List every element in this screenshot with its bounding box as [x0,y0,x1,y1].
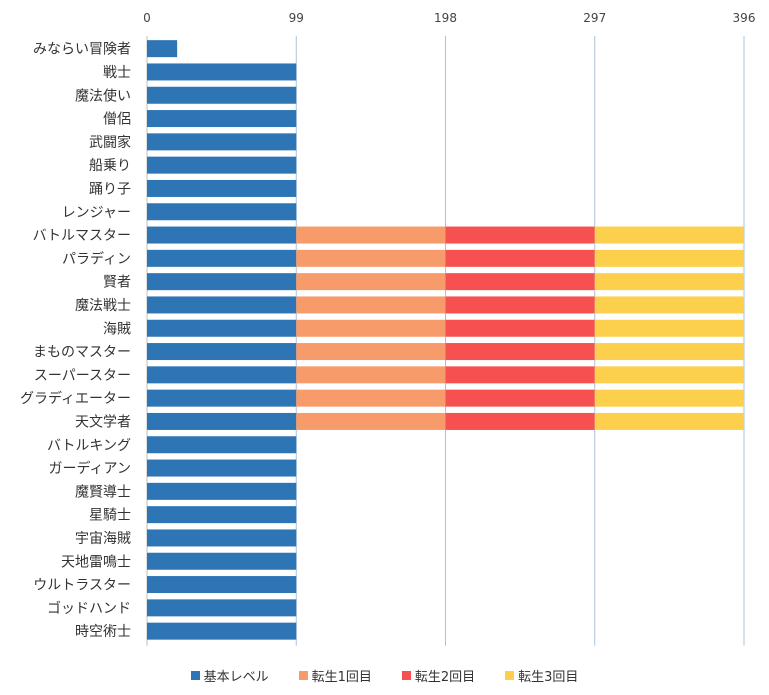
y-category-label: パラディン [62,250,131,267]
y-category-label: 賢者 [103,275,131,291]
y-category-label: 天文学者 [75,414,131,430]
y-category-label: 武闘家 [89,134,131,151]
bar-segment-series-1 [296,226,446,244]
bar-segment-series-2 [445,343,595,361]
bar-segment-series-0 [147,599,297,617]
bar-segment-series-0 [147,552,297,570]
bar-segment-series-0 [147,576,297,594]
bar-segment-series-2 [445,226,595,244]
bar-segment-series-0 [147,110,297,128]
bar-segment-series-1 [296,273,446,291]
legend-item-rebirth-2: 転生2回目 [401,666,476,685]
bar-segment-series-3 [594,366,744,384]
bar-segment-series-1 [296,412,446,430]
bar-segment-series-1 [296,319,446,337]
bar-segment-series-0 [147,249,297,267]
x-tick-label: 396 [733,11,756,25]
y-category-label: 踊り子 [89,181,131,197]
y-category-label: 魔法戦士 [75,298,131,314]
bar-segment-series-0 [147,156,297,174]
bar-segment-series-3 [594,343,744,361]
x-tick-label: 198 [434,11,457,25]
bar-segment-series-2 [445,273,595,291]
y-category-label: 天地雷鳴士 [61,554,131,570]
legend-label-rebirth-3: 転生3回目 [518,669,579,685]
y-category-label: レンジャー [62,205,131,221]
bar-segment-series-0 [147,40,178,58]
bar-segment-series-0 [147,296,297,314]
bar-segment-series-0 [147,366,297,384]
y-category-label: 星騎士 [89,508,131,524]
y-category-label: バトルマスター [33,228,131,244]
y-category-label: バトルキング [47,438,131,454]
y-category-label: まものマスター [33,345,131,361]
bar-segment-series-0 [147,389,297,407]
legend-label-base-level: 基本レベル [203,669,269,685]
legend-swatch-rebirth-2 [401,670,411,680]
y-category-label: 海賊 [103,321,131,337]
bar-segment-series-0 [147,506,297,524]
y-category-label: 魔法使い [75,87,131,104]
y-category-label: ガーディアン [49,460,131,477]
legend-swatch-rebirth-3 [505,670,515,680]
y-category-label: ウルトラスター [33,578,131,594]
y-category-label: みならい冒険者 [33,42,131,58]
x-tick-label: 297 [583,11,606,25]
legend-label-rebirth-2: 転生2回目 [414,669,476,685]
bar-segment-series-2 [445,319,595,337]
y-category-label: 僧侶 [103,112,131,128]
bar-segment-series-0 [147,273,297,291]
bar-segment-series-3 [594,412,744,430]
legend: 基本レベル 転生1回目 転生2回目 転生3回目 [0,664,769,686]
bar-segment-series-0 [147,343,297,361]
legend-label-rebirth-1: 転生1回目 [311,669,372,685]
bar-segment-series-3 [594,249,744,267]
legend-swatch-rebirth-1 [298,670,308,680]
y-category-label: 時空術士 [75,624,131,640]
bar-segment-series-1 [296,296,446,314]
bar-segment-series-1 [296,249,446,267]
bar-segment-series-0 [147,412,297,430]
bar-segment-series-0 [147,179,297,197]
y-category-label: 船乗り [89,158,131,174]
bar-segment-series-3 [594,319,744,337]
legend-swatch-base-level [190,670,200,680]
bar-segment-series-3 [594,226,744,244]
bar-segment-series-2 [445,296,595,314]
bar-segment-series-0 [147,459,297,477]
bar-segment-series-1 [296,366,446,384]
bar-segment-series-0 [147,529,297,547]
bar-segment-series-0 [147,482,297,500]
bar-segment-series-3 [594,389,744,407]
y-category-label: ゴッドハンド [47,600,131,617]
bar-segment-series-0 [147,622,297,640]
y-category-label: 宇宙海賊 [75,531,131,547]
legend-item-rebirth-1: 転生1回目 [298,666,372,685]
bar-segment-series-0 [147,203,297,221]
y-category-label: グラディエーター [20,390,131,407]
bar-segment-series-2 [445,366,595,384]
bar-segment-series-1 [296,389,446,407]
bar-segment-series-2 [445,249,595,267]
x-tick-label: 0 [143,11,151,25]
bar-segment-series-0 [147,436,297,454]
bar-segment-series-0 [147,63,297,81]
bar-segment-series-2 [445,389,595,407]
bar-segment-series-0 [147,86,297,104]
bar-segment-series-1 [296,343,446,361]
legend-item-base-level: 基本レベル [190,666,269,685]
y-category-label: スーパースター [34,368,131,384]
x-tick-label: 99 [289,11,304,25]
y-category-label: 魔賢導士 [75,484,131,500]
bar-segment-series-2 [445,412,595,430]
y-category-label: 戦士 [103,65,131,81]
bar-segment-series-0 [147,133,297,151]
bar-segment-series-3 [594,296,744,314]
bar-segment-series-0 [147,319,297,337]
bar-segment-series-0 [147,226,297,244]
bar-segment-series-3 [594,273,744,291]
legend-item-rebirth-3: 転生3回目 [505,666,578,685]
